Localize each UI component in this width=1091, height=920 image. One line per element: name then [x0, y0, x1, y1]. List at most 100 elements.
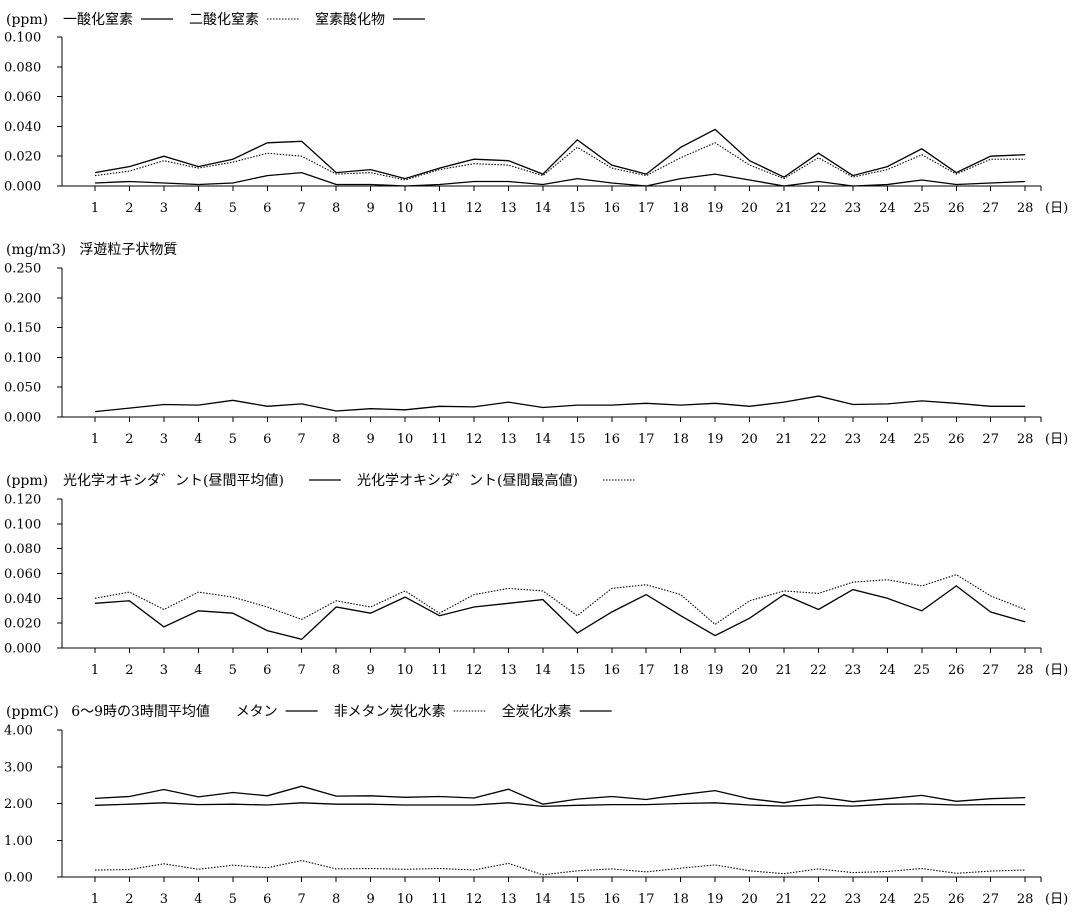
x-tick-label: 10 [397, 432, 414, 447]
x-tick-label: 13 [500, 432, 517, 447]
x-tick-label: 27 [982, 663, 999, 678]
x-tick-label: 10 [397, 892, 414, 907]
x-tick-label: 21 [776, 432, 793, 447]
x-tick-label: 6 [263, 201, 271, 216]
unit-label: (ppm) [6, 12, 48, 28]
x-tick-label: 14 [535, 201, 552, 216]
legend-entry-1: メタン [236, 704, 278, 720]
x-tick-label: 13 [500, 663, 517, 678]
y-tick-label: 0.080 [4, 60, 41, 75]
x-tick-label: 7 [298, 432, 306, 447]
y-tick-label: 0.000 [4, 642, 41, 657]
legend-entry-1: 浮遊粒子状物質 [79, 242, 177, 258]
x-unit-label: (日) [1045, 663, 1068, 678]
x-tick-label: 2 [125, 892, 133, 907]
x-tick-label: 15 [569, 892, 586, 907]
x-tick-label: 6 [263, 432, 271, 447]
x-tick-label: 9 [366, 892, 374, 907]
y-tick-label: 0.00 [4, 871, 33, 886]
x-tick-label: 3 [160, 201, 168, 216]
series-line-1 [94, 802, 1026, 808]
y-tick-label: 0.200 [4, 291, 41, 306]
x-tick-label: 18 [672, 201, 689, 216]
x-unit-label: (日) [1045, 201, 1068, 216]
x-tick-label: 12 [466, 663, 483, 678]
x-tick-label: 25 [914, 432, 931, 447]
x-tick-label: 19 [707, 201, 724, 216]
unit-label: (mg/m3) [6, 242, 66, 258]
x-tick-label: 16 [603, 663, 620, 678]
x-tick-label: 1 [91, 432, 99, 447]
x-tick-label: 20 [741, 663, 758, 678]
x-tick-label: 8 [332, 663, 340, 678]
y-tick-label: 4.00 [4, 724, 33, 739]
x-tick-label: 13 [500, 201, 517, 216]
x-tick-label: 14 [535, 663, 552, 678]
x-tick-label: 19 [707, 663, 724, 678]
x-tick-label: 4 [194, 663, 202, 678]
x-tick-label: 28 [1017, 201, 1034, 216]
x-tick-label: 18 [672, 663, 689, 678]
x-tick-label: 22 [810, 201, 827, 216]
x-tick-label: 17 [638, 432, 655, 447]
legend-entry-2: 非メタン炭化水素 [334, 704, 446, 720]
x-tick-label: 26 [948, 663, 965, 678]
y-tick-label: 3.00 [4, 760, 33, 775]
x-tick-label: 12 [466, 432, 483, 447]
x-tick-label: 7 [298, 663, 306, 678]
x-tick-label: 16 [603, 432, 620, 447]
x-tick-label: 26 [948, 892, 965, 907]
x-tick-label: 26 [948, 201, 965, 216]
x-tick-label: 1 [91, 201, 99, 216]
x-tick-label: 25 [914, 663, 931, 678]
x-tick-label: 19 [707, 432, 724, 447]
y-tick-label: 0.040 [4, 592, 41, 607]
legend-entry-2: 光化学オキシダ゛ント(昼間最高値) [357, 472, 578, 489]
x-tick-label: 14 [535, 892, 552, 907]
x-tick-label: 24 [879, 432, 896, 447]
x-tick-label: 9 [366, 432, 374, 447]
x-tick-label: 20 [741, 201, 758, 216]
chart-panel-2: (mg/m3) 浮遊粒子状物質 0.000 0.050 0.100 0.150 0.200 0… [4, 242, 1068, 447]
series-line-3 [94, 785, 1026, 805]
x-tick-label: 11 [431, 201, 448, 216]
x-tick-label: 15 [569, 663, 586, 678]
y-tick-label: 0.000 [4, 411, 41, 426]
x-tick-label: 22 [810, 663, 827, 678]
legend-entry-3: 窒素酸化物 [315, 11, 385, 28]
x-tick-label: 21 [776, 663, 793, 678]
x-tick-label: 14 [535, 432, 552, 447]
chart-panel-4: (ppmC) 6～9時の3時間平均値 メタン 非メタン炭化水素 全炭化水素 0.00 1.0… [4, 703, 1068, 907]
x-tick-label: 4 [194, 201, 202, 216]
x-tick-label: 2 [125, 663, 133, 678]
x-tick-label: 7 [298, 201, 306, 216]
x-tick-label: 11 [431, 663, 448, 678]
y-tick-label: 0.080 [4, 542, 41, 557]
x-tick-label: 23 [845, 432, 862, 447]
x-tick-label: 28 [1017, 663, 1034, 678]
x-tick-label: 2 [125, 432, 133, 447]
series-line-3 [94, 128, 1026, 180]
unit-label: (ppm) [6, 473, 48, 489]
chart-panel-1: (ppm) 一酸化窒素 二酸化窒素 窒素酸化物 0.000 0.020 0.040 0.060… [4, 11, 1068, 216]
y-tick-label: 0.060 [4, 567, 41, 582]
x-tick-label: 17 [638, 892, 655, 907]
x-tick-label: 21 [776, 892, 793, 907]
chart-panel-3: (ppm) 光化学オキシダ゛ント(昼間平均値) 光化学オキシダ゛ント(昼間最高値) 0… [4, 472, 1068, 678]
x-tick-label: 6 [263, 663, 271, 678]
series-line-1 [94, 171, 1026, 187]
x-tick-label: 5 [229, 663, 237, 678]
x-tick-label: 1 [91, 892, 99, 907]
x-tick-label: 7 [298, 892, 306, 907]
x-tick-label: 10 [397, 663, 414, 678]
y-tick-label: 0.000 [4, 180, 41, 195]
x-tick-label: 28 [1017, 892, 1034, 907]
x-tick-label: 9 [366, 663, 374, 678]
x-tick-label: 6 [263, 892, 271, 907]
x-tick-label: 20 [741, 892, 758, 907]
x-tick-label: 9 [366, 201, 374, 216]
x-tick-label: 8 [332, 892, 340, 907]
x-tick-label: 20 [741, 432, 758, 447]
y-tick-label: 0.020 [4, 150, 41, 165]
